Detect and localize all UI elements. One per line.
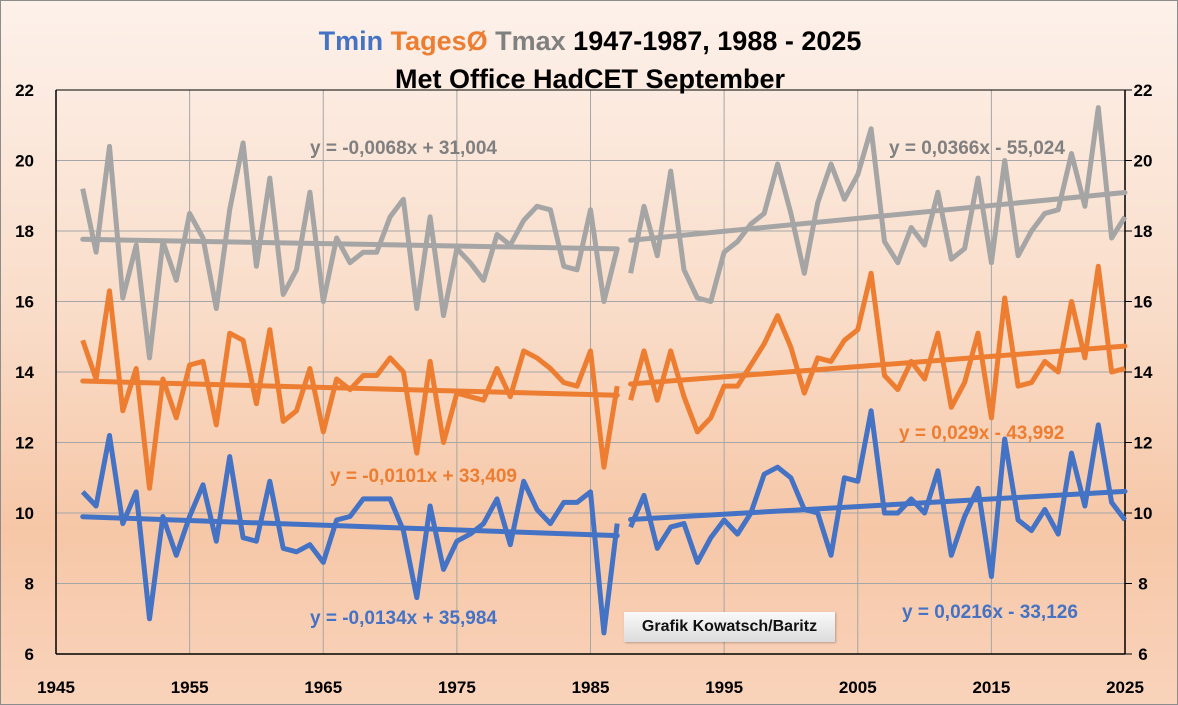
series-line-tmax-2 xyxy=(628,105,1128,304)
trendline-equation-label: y = 0,0366x - 55,024 xyxy=(889,138,1065,159)
x-tick-label: 1975 xyxy=(438,678,476,697)
y-tick-label-right: 18 xyxy=(1134,222,1153,241)
y-tick-label-right: 16 xyxy=(1134,293,1153,312)
x-tick-label: 1965 xyxy=(304,678,342,697)
y-tick-label-left: 10 xyxy=(15,504,34,523)
x-tick-label: 2025 xyxy=(1106,678,1144,697)
trendline-tmax-2 xyxy=(628,190,1128,243)
trendline-equation-label: y = 0,0216x - 33,126 xyxy=(902,602,1078,623)
trendline-tmin-1 xyxy=(80,514,620,539)
series-line-tmin-1 xyxy=(80,433,620,636)
trendline-labels: y = -0,0068x + 31,004 y = 0,0366x - 55,02… xyxy=(310,138,1078,629)
chart-title-line1: Tmin TagesØ Tmax 1947-1987, 1988 - 2025 xyxy=(319,26,862,56)
y-tick-label-left: 20 xyxy=(15,152,34,171)
title-tmax: Tmax xyxy=(495,26,573,56)
y-tick-label-left: 18 xyxy=(15,222,34,241)
y-tick-label-left: 22 xyxy=(15,81,34,100)
trendline-tmin-2 xyxy=(628,488,1128,523)
title-mean: TagesØ xyxy=(391,26,496,56)
series-line-tmax-1 xyxy=(80,140,620,361)
trendline-tmax-1 xyxy=(80,236,620,252)
trendline-equation-label: y = 0,029x - 43,992 xyxy=(899,423,1064,444)
x-tick-label: 1945 xyxy=(37,678,75,697)
title-tmin: Tmin xyxy=(319,26,391,56)
y-tick-label-left: 12 xyxy=(15,434,34,453)
y-tick-label-right: 8 xyxy=(1138,575,1147,594)
x-tick-label: 2015 xyxy=(972,678,1010,697)
y-tick-label-right: 12 xyxy=(1134,434,1153,453)
series-line-tmin-2 xyxy=(628,408,1127,579)
y-tick-label-right: 10 xyxy=(1134,504,1153,523)
credit-label: Grafik Kowatsch/Baritz xyxy=(624,612,835,642)
axes: 6 6 8 8 10 10 12 12 14 14 16 16 18 18 20 20 22 22 1945 1955… xyxy=(15,81,1153,697)
x-tick-label: 1995 xyxy=(705,678,743,697)
series-line-tagesmean-2 xyxy=(628,263,1126,435)
y-tick-label-left: 6 xyxy=(25,645,34,664)
y-tick-label-left: 16 xyxy=(15,293,34,312)
y-tick-label-right: 6 xyxy=(1138,645,1147,664)
trendline-tagesmean-2 xyxy=(628,343,1128,387)
x-tick-label: 1985 xyxy=(572,678,610,697)
x-tick-label: 2005 xyxy=(839,678,877,697)
y-tick-label-right: 14 xyxy=(1134,363,1153,382)
trendline-equation-label: y = -0,0134x + 35,984 xyxy=(310,608,497,629)
trendline-equation-label: y = -0,0068x + 31,004 xyxy=(310,138,497,159)
series-lines xyxy=(80,105,1128,636)
y-tick-label-right: 22 xyxy=(1134,81,1153,100)
chart-title-line2: Met Office HadCET September xyxy=(395,64,786,94)
title-period: 1947-1987, 1988 - 2025 xyxy=(573,26,861,56)
y-tick-label-right: 20 xyxy=(1134,152,1153,171)
trendline-equation-label: y = -0,0101x + 33,409 xyxy=(330,466,517,487)
x-tick-label: 1955 xyxy=(171,678,209,697)
trendline-tagesmean-1 xyxy=(80,378,620,398)
y-tick-label-left: 14 xyxy=(15,363,34,382)
y-tick-label-left: 8 xyxy=(25,575,34,594)
